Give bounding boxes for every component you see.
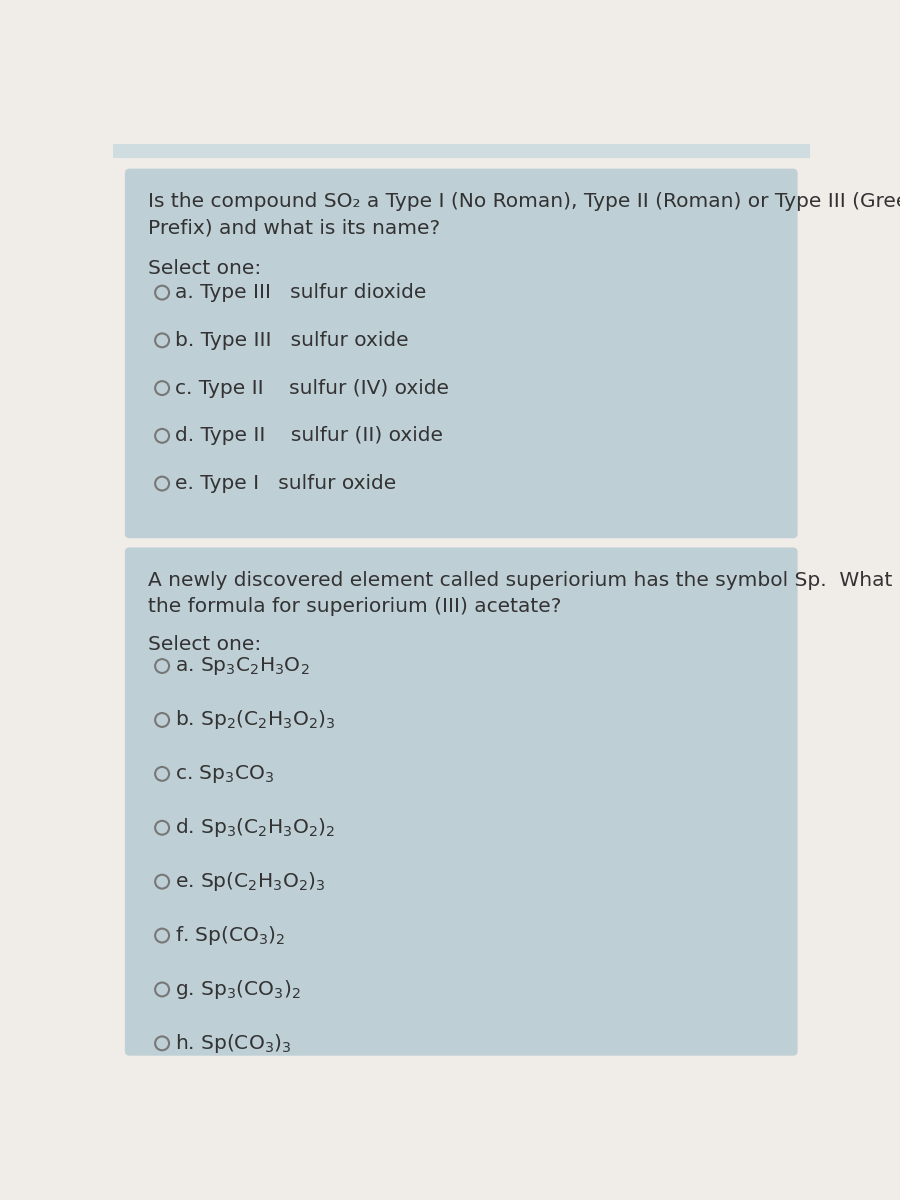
Text: g. $\mathregular{Sp_3(CO_3)_2}$: g. $\mathregular{Sp_3(CO_3)_2}$ (176, 978, 302, 1001)
Text: Select one:: Select one: (148, 635, 261, 654)
Text: c. $\mathregular{Sp_3CO_3}$: c. $\mathregular{Sp_3CO_3}$ (176, 763, 274, 785)
FancyBboxPatch shape (125, 169, 797, 539)
Text: A newly discovered element called superiorium has the symbol Sp.  What is
the fo: A newly discovered element called superi… (148, 570, 900, 616)
Text: a. Type III   sulfur dioxide: a. Type III sulfur dioxide (176, 283, 427, 302)
Text: b. Type III   sulfur oxide: b. Type III sulfur oxide (176, 331, 409, 350)
Text: Select one:: Select one: (148, 259, 261, 278)
Text: d. Type II    sulfur (II) oxide: d. Type II sulfur (II) oxide (176, 426, 444, 445)
Text: c. Type II    sulfur (IV) oxide: c. Type II sulfur (IV) oxide (176, 378, 449, 397)
Text: h. $\mathregular{Sp(CO_3)_3}$: h. $\mathregular{Sp(CO_3)_3}$ (176, 1032, 292, 1055)
FancyBboxPatch shape (125, 547, 797, 1056)
Text: a. $\mathregular{Sp_3C_2H_3O_2}$: a. $\mathregular{Sp_3C_2H_3O_2}$ (176, 655, 310, 677)
Text: e. $\mathregular{Sp(C_2H_3O_2)_3}$: e. $\mathregular{Sp(C_2H_3O_2)_3}$ (176, 870, 326, 893)
Text: Is the compound SO₂ a Type I (No Roman), Type II (Roman) or Type III (Greek
Pref: Is the compound SO₂ a Type I (No Roman),… (148, 192, 900, 238)
Text: e. Type I   sulfur oxide: e. Type I sulfur oxide (176, 474, 397, 493)
Text: b. $\mathregular{Sp_2(C_2H_3O_2)_3}$: b. $\mathregular{Sp_2(C_2H_3O_2)_3}$ (176, 708, 336, 732)
Text: f. $\mathregular{Sp(CO_3)_2}$: f. $\mathregular{Sp(CO_3)_2}$ (176, 924, 285, 947)
Text: d. $\mathregular{Sp_3(C_2H_3O_2)_2}$: d. $\mathregular{Sp_3(C_2H_3O_2)_2}$ (176, 816, 336, 839)
Bar (112, 144, 810, 158)
